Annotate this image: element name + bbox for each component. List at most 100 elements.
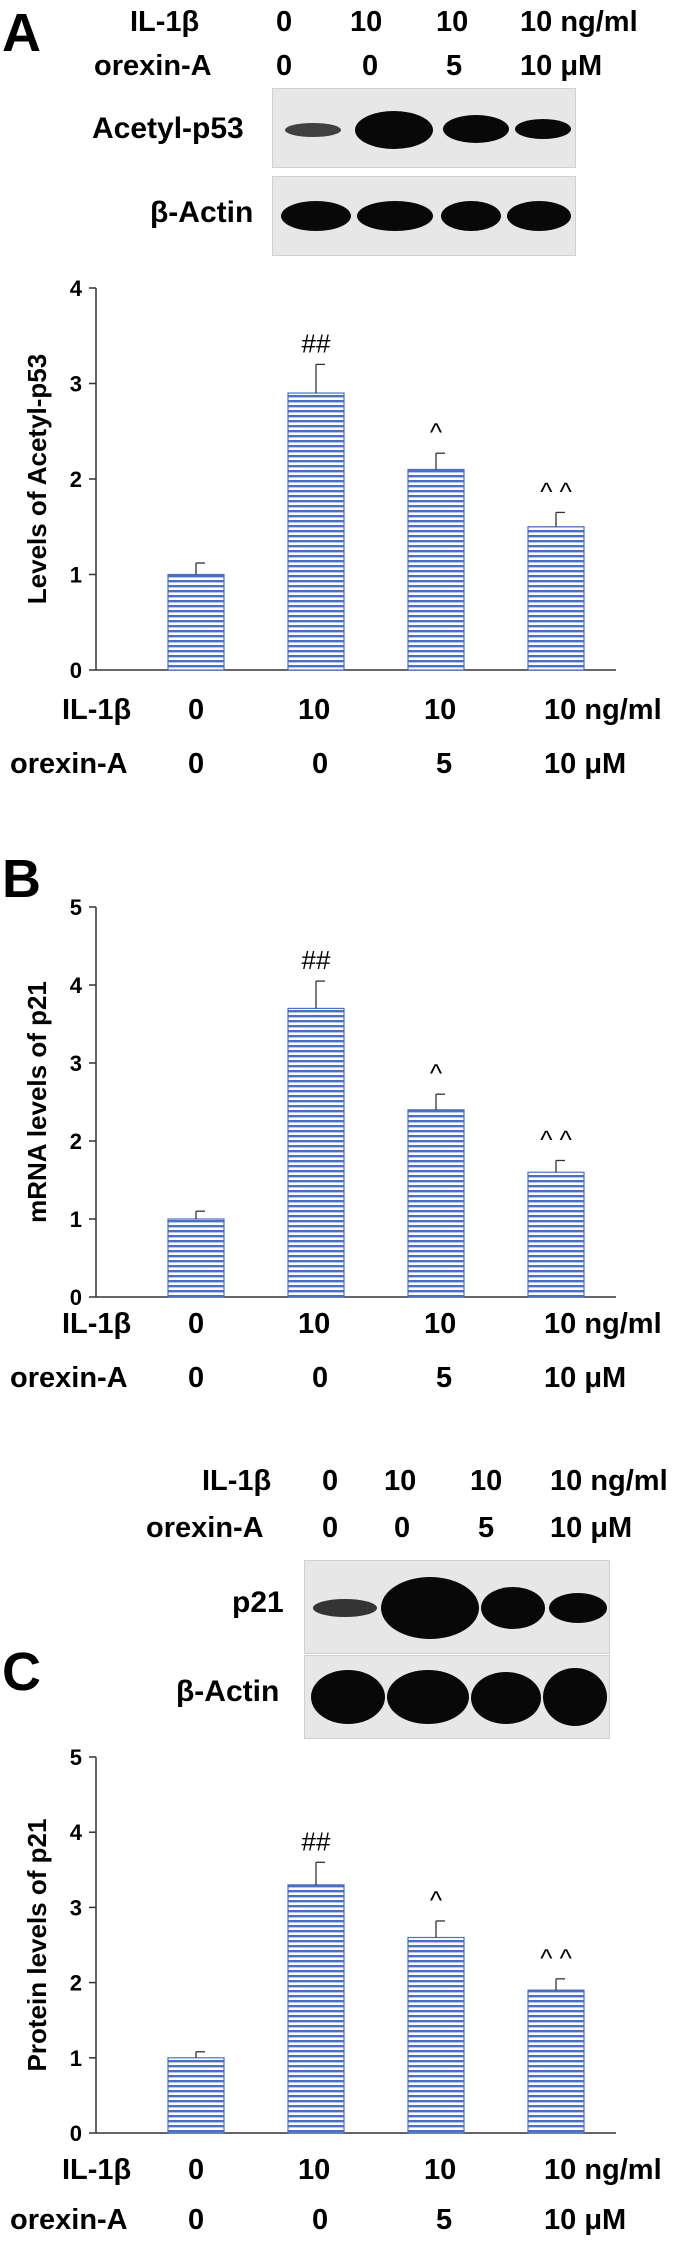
bar — [287, 1884, 345, 2134]
chart-c-orexin-value: 10 μM — [544, 2204, 627, 2236]
chart-c-orexin-label: orexin-A — [10, 2204, 128, 2236]
blot-label-beta-actin-c: β-Actin — [176, 1675, 280, 1708]
chart-a-orexin-label: orexin-A — [10, 748, 128, 780]
blot-a-orexin-value: 5 — [446, 50, 463, 82]
blot-beta-actin-a — [272, 176, 576, 256]
band — [381, 1577, 479, 1639]
blot-c-il1b-value: 10 — [470, 1465, 503, 1497]
bar — [407, 1109, 465, 1298]
blot-a-orexin-label: orexin-A — [94, 50, 212, 82]
blot-label-acetyl-p53: Acetyl-p53 — [92, 112, 244, 145]
blot-beta-actin-c — [304, 1655, 610, 1739]
band — [355, 111, 433, 149]
band — [285, 123, 341, 137]
significance-label: ^ ^ — [540, 1943, 572, 1973]
y-tick-label: 4 — [70, 276, 83, 301]
blot-c-il1b-value: 10 — [384, 1465, 417, 1497]
chart-c-il1b-value: 10 — [298, 2154, 331, 2186]
significance-label: ^ ^ — [540, 1125, 572, 1155]
bar — [527, 1989, 585, 2134]
chart-c-orexin-value: 5 — [436, 2204, 453, 2236]
chart-c-il1b-value: 10 — [424, 2154, 457, 2186]
blot-c-orexin-value: 0 — [394, 1512, 411, 1544]
panel-letter-b: B — [2, 849, 41, 909]
bar — [167, 1218, 225, 1298]
y-tick-label: 3 — [70, 1051, 82, 1076]
band — [471, 1672, 541, 1724]
y-tick-label: 2 — [70, 1129, 82, 1154]
blot-c-orexin-label: orexin-A — [146, 1512, 264, 1544]
y-tick-label: 5 — [70, 1745, 82, 1770]
y-tick-label: 2 — [70, 467, 82, 492]
y-tick-label: 1 — [70, 2046, 82, 2071]
chart-c-orexin-value: 0 — [188, 2204, 205, 2236]
blot-label-p21: p21 — [232, 1586, 284, 1619]
significance-label: ## — [302, 1826, 331, 1856]
blot-a-il1b-value: 10 — [436, 6, 469, 38]
y-axis-title: Levels of Acetyl-p53 — [22, 354, 52, 604]
band — [313, 1599, 377, 1617]
bar — [527, 1171, 585, 1298]
chart-b-orexin-value: 10 μM — [544, 1362, 627, 1394]
significance-label: ^ — [430, 417, 443, 447]
significance-label: ^ ^ — [540, 476, 572, 506]
blot-label-beta-actin-a: β-Actin — [150, 196, 254, 229]
blot-c-orexin-value: 5 — [478, 1512, 495, 1544]
y-tick-label: 1 — [70, 1207, 82, 1232]
bar — [407, 468, 465, 671]
band — [543, 1668, 607, 1726]
chart-a-orexin-value: 10 μM — [544, 748, 627, 780]
chart-c-orexin-value: 0 — [312, 2204, 329, 2236]
chart-c-il1b-label: IL-1β — [62, 2154, 132, 2186]
blot-a-il1b-label: IL-1β — [130, 6, 200, 38]
chart-b-il1b-value: 10 — [298, 1308, 331, 1340]
chart-a-il1b-value: 10 ng/ml — [544, 694, 662, 726]
blot-c-orexin-value: 0 — [322, 1512, 339, 1544]
panel-letter-c: C — [2, 1642, 41, 1702]
bar — [407, 1936, 465, 2134]
chart-a-orexin-value: 5 — [436, 748, 453, 780]
y-tick-label: 4 — [70, 973, 83, 998]
y-tick-label: 1 — [70, 563, 82, 588]
significance-label: ## — [302, 328, 331, 358]
blot-a-il1b-value: 10 ng/ml — [520, 6, 638, 38]
chart-b-il1b-value: 0 — [188, 1308, 205, 1340]
band — [357, 201, 433, 231]
bar — [287, 392, 345, 671]
blot-a-orexin-value: 0 — [362, 50, 379, 82]
blot-c-il1b-label: IL-1β — [202, 1465, 272, 1497]
chart-b-orexin-label: orexin-A — [10, 1362, 128, 1394]
band — [443, 115, 509, 143]
y-tick-label: 0 — [70, 1285, 82, 1310]
band — [549, 1593, 607, 1623]
y-axis-title: Protein levels of p21 — [22, 1819, 52, 2072]
significance-label: ## — [302, 945, 331, 975]
chart-a-il1b-value: 0 — [188, 694, 205, 726]
chart-a-orexin-value: 0 — [188, 748, 205, 780]
panel-letter-a: A — [2, 3, 41, 63]
bar — [287, 1007, 345, 1298]
chart-b-il1b-label: IL-1β — [62, 1308, 132, 1340]
chart-b-orexin-value: 0 — [188, 1362, 205, 1394]
y-tick-label: 0 — [70, 2121, 82, 2146]
band — [481, 1587, 545, 1629]
blot-acetyl-p53 — [272, 88, 576, 168]
blot-c-orexin-value: 10 μM — [550, 1512, 633, 1544]
blot-a-il1b-value: 10 — [350, 6, 383, 38]
band — [441, 201, 501, 231]
chart-a-orexin-value: 0 — [312, 748, 329, 780]
bar — [167, 2057, 225, 2134]
chart-c-il1b-value: 10 ng/ml — [544, 2154, 662, 2186]
bar — [167, 573, 225, 671]
band — [515, 119, 571, 139]
y-axis-title: mRNA levels of p21 — [22, 981, 52, 1223]
chart-a-il1b-value: 10 — [424, 694, 457, 726]
chart-b-orexin-value: 0 — [312, 1362, 329, 1394]
blot-a-orexin-value: 0 — [276, 50, 293, 82]
y-tick-label: 5 — [70, 895, 82, 920]
chart-b: 0 1 2 3 4 5 mRNA levels of p21 ## ^ ^ ^ — [22, 895, 616, 1310]
band — [387, 1670, 469, 1724]
chart-b-il1b-value: 10 ng/ml — [544, 1308, 662, 1340]
significance-label: ^ — [430, 1058, 443, 1088]
y-tick-label: 3 — [70, 372, 82, 397]
